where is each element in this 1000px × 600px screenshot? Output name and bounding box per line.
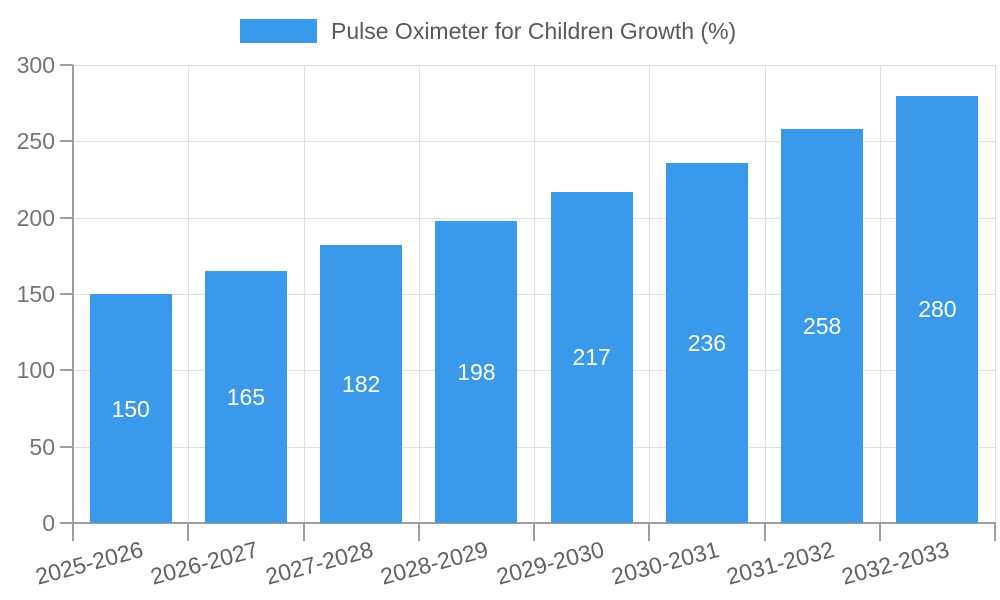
y-tick-label-50: 50: [29, 433, 55, 460]
x-tick-6: [763, 523, 766, 541]
bar-value-label-2028-2029: 198: [457, 358, 496, 385]
y-tick-100: [60, 369, 73, 372]
gridline-x-8: [995, 65, 996, 523]
y-tick-0: [60, 522, 73, 524]
x-tick-7: [878, 523, 881, 541]
bar-value-label-2025-2026: 150: [111, 395, 150, 422]
legend-label: Pulse Oximeter for Children Growth (%): [331, 18, 737, 44]
gridline-x-6: [764, 65, 766, 523]
bar-2027-2028[interactable]: [320, 245, 403, 523]
bar-value-label-2032-2033: 280: [918, 296, 957, 323]
bar-value-label-2026-2027: 165: [226, 384, 266, 411]
gridline-x-7: [879, 65, 881, 523]
x-tick-3: [417, 523, 420, 541]
y-tick-label-150: 150: [16, 281, 55, 307]
y-tick-label-0: 0: [42, 510, 55, 536]
gridline-x-2: [303, 65, 305, 523]
y-tick-200: [60, 216, 73, 219]
y-tick-label-300: 300: [16, 52, 55, 78]
bar-2025-2026[interactable]: [89, 294, 172, 523]
x-tick-4: [533, 523, 535, 541]
y-tick-label-250: 250: [16, 128, 55, 155]
legend-swatch[interactable]: [240, 19, 317, 43]
bar-2029-2030[interactable]: [550, 191, 633, 523]
x-tick-5: [648, 523, 651, 541]
y-tick-150: [60, 293, 73, 295]
gridline-x-1: [188, 65, 190, 523]
bar-2026-2027[interactable]: [204, 271, 287, 523]
bar-value-label-2027-2028: 182: [341, 371, 381, 398]
gridline-x-3: [418, 65, 420, 523]
gridline-x-4: [534, 65, 535, 523]
y-tick-label-100: 100: [16, 357, 55, 384]
x-tick-1: [187, 523, 190, 541]
y-tick-label-200: 200: [16, 204, 55, 231]
x-tick-8: [994, 523, 996, 541]
y-axis-line: [72, 65, 74, 541]
x-tick-0: [72, 523, 74, 541]
bar-2028-2029[interactable]: [435, 220, 518, 523]
bar-2032-2033[interactable]: [896, 95, 979, 523]
y-tick-50: [60, 445, 73, 448]
y-tick-300: [60, 64, 73, 66]
x-tick-2: [302, 523, 305, 541]
bar-value-label-2029-2030: 217: [572, 344, 611, 371]
bar-value-label-2030-2031: 236: [687, 329, 727, 356]
gridline-x-5: [649, 65, 651, 523]
bar-2030-2031[interactable]: [665, 162, 748, 523]
bar-value-label-2031-2032: 258: [802, 313, 842, 340]
y-tick-250: [60, 140, 73, 143]
bar-2031-2032[interactable]: [781, 129, 864, 523]
